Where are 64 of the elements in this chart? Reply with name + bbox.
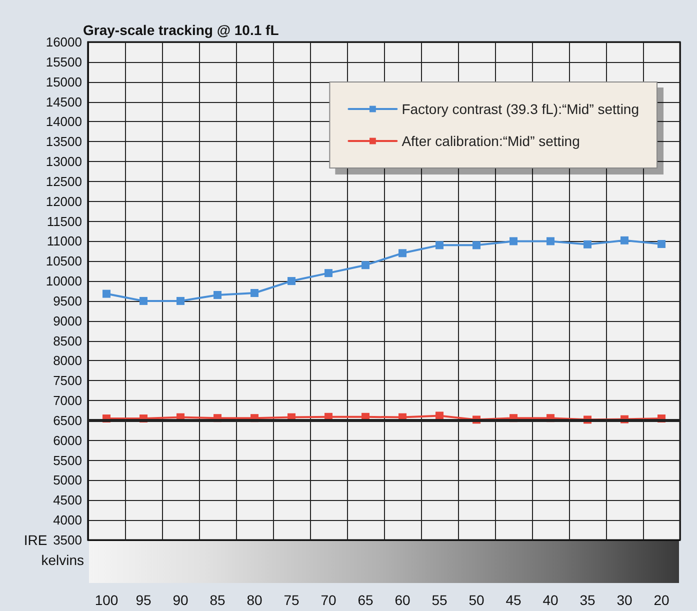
y-tick-label: 14000 bbox=[46, 114, 82, 130]
y-tick-label: 7000 bbox=[53, 393, 82, 408]
point bbox=[436, 241, 444, 250]
point bbox=[214, 290, 222, 299]
y-tick-label: 12000 bbox=[46, 194, 82, 209]
y-tick-label: 4500 bbox=[53, 492, 82, 508]
point bbox=[324, 269, 332, 278]
point bbox=[140, 296, 148, 305]
point bbox=[250, 288, 258, 297]
point bbox=[176, 296, 184, 305]
x-tick-label: 30 bbox=[616, 592, 632, 608]
x-tick-label: 80 bbox=[246, 592, 262, 608]
point bbox=[472, 241, 480, 250]
y-tick-label: 7500 bbox=[53, 373, 82, 388]
x-tick-label: 55 bbox=[432, 592, 448, 608]
x-tick-label: 75 bbox=[284, 592, 300, 608]
y-tick-label: 9000 bbox=[53, 313, 82, 328]
point bbox=[362, 261, 370, 270]
y-tick-label: 6500 bbox=[53, 412, 82, 428]
x-tick-label: 60 bbox=[394, 592, 410, 608]
x-tick-label: 20 bbox=[654, 592, 670, 608]
y-tick-label: 16000 bbox=[46, 34, 82, 50]
y-tick-label: 11000 bbox=[46, 234, 82, 249]
point bbox=[546, 237, 554, 246]
x-axis-title: IRE bbox=[24, 532, 48, 548]
y-tick-label: 13500 bbox=[46, 134, 82, 150]
y-tick-label: 14500 bbox=[46, 94, 82, 110]
y-tick-label: 9500 bbox=[53, 293, 82, 308]
point bbox=[620, 236, 628, 244]
x-tick-label: 65 bbox=[358, 592, 374, 608]
y-tick-label: 10500 bbox=[46, 254, 82, 269]
legend-label: Factory contrast (39.3 fL):“Mid” setting bbox=[402, 101, 640, 117]
y-tick-label: 12500 bbox=[46, 174, 82, 189]
y-tick-label: 3500 bbox=[53, 532, 82, 548]
legend-label: After calibration:“Mid” setting bbox=[402, 133, 580, 149]
x-tick-label: 90 bbox=[172, 592, 188, 608]
y-tick-label: 13000 bbox=[46, 154, 82, 170]
y-tick-label: 15500 bbox=[46, 54, 82, 70]
x-tick-label: 35 bbox=[580, 592, 596, 608]
point bbox=[658, 240, 666, 248]
y-tick-label: 5500 bbox=[53, 452, 82, 468]
x-tick-label: 85 bbox=[210, 592, 226, 608]
x-tick-label: 50 bbox=[468, 592, 484, 608]
chart-title: Gray-scale tracking @ 10.1 fL bbox=[83, 22, 280, 38]
point bbox=[102, 290, 110, 298]
y-tick-label: 15000 bbox=[46, 74, 82, 90]
point bbox=[288, 277, 296, 286]
x-tick-label: 100 bbox=[94, 592, 118, 608]
x-tick-label: 45 bbox=[506, 592, 522, 608]
x-tick-label: 95 bbox=[136, 592, 152, 608]
y-tick-label: 8500 bbox=[53, 333, 82, 348]
y-tick-label: 10000 bbox=[46, 274, 82, 289]
y-tick-label: 5000 bbox=[53, 472, 82, 488]
point bbox=[398, 249, 406, 258]
y-tick-label: 8000 bbox=[53, 353, 82, 368]
y-tick-label: 11500 bbox=[46, 214, 82, 229]
point bbox=[584, 240, 592, 248]
y-tick-label: 4000 bbox=[53, 512, 82, 528]
point bbox=[436, 412, 444, 420]
y-tick-label: 6000 bbox=[53, 432, 82, 448]
text: kelvins bbox=[41, 552, 84, 568]
x-tick-label: 70 bbox=[320, 592, 336, 608]
x-tick-label: 40 bbox=[542, 592, 558, 608]
point bbox=[510, 237, 518, 246]
